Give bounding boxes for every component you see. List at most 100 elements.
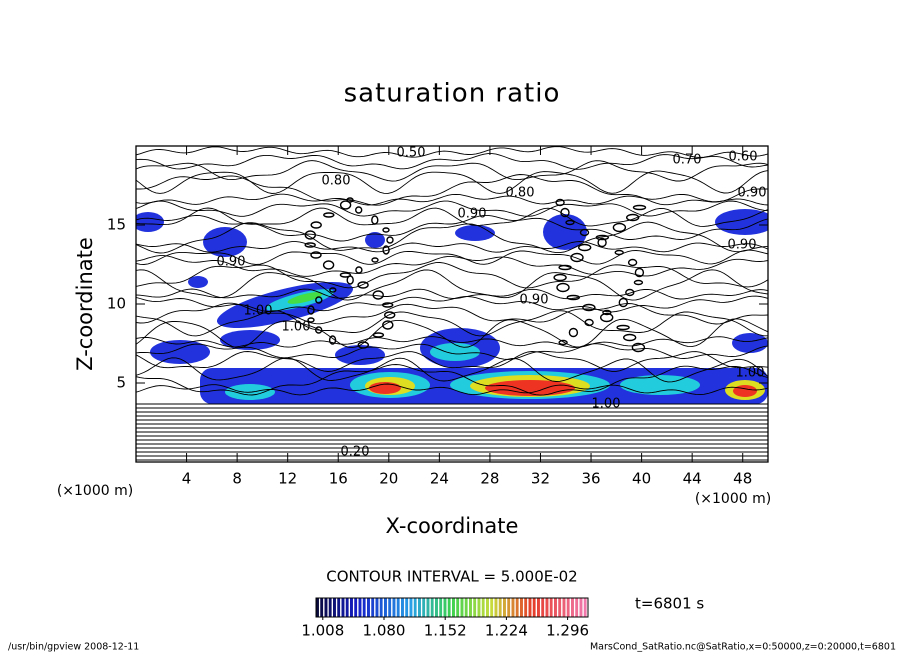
- contour-line: [136, 193, 768, 206]
- contour-cell: [339, 272, 352, 278]
- x-tick-label: 4: [182, 470, 192, 488]
- colorbar-gap: [433, 598, 435, 617]
- contour-cell: [384, 311, 396, 319]
- contour-line: [136, 262, 768, 289]
- colorbar-gap: [335, 598, 338, 617]
- colorbar-band: [435, 598, 438, 617]
- colorbar-band: [562, 598, 566, 617]
- colorbar-band: [452, 598, 455, 617]
- colorbar-gap: [408, 598, 410, 617]
- colorbar-band: [571, 598, 574, 617]
- contour-cell: [304, 242, 316, 248]
- contour-cell: [632, 204, 647, 211]
- colorbar-gap: [531, 598, 533, 617]
- contour-line: [136, 255, 768, 277]
- contour-line: [136, 249, 768, 265]
- time-label: t=6801 s: [635, 595, 704, 613]
- colorbar-gap: [331, 598, 333, 617]
- colorbar-tick-label: 1.296: [546, 622, 589, 640]
- colorbar-gap: [573, 598, 576, 617]
- colorbar-gap: [505, 598, 508, 617]
- colorbar-band: [460, 598, 464, 617]
- colorbar-gap: [450, 598, 452, 617]
- contour-labels: 0.50 0.70 0.60 0.80 0.80 0.90 0.90 0.90 0.90 0.90…: [217, 146, 767, 460]
- colorbar-gap: [403, 598, 406, 617]
- colorbar-tick-label: 1.008: [301, 622, 344, 640]
- colorbar-gap: [323, 598, 325, 617]
- colorbar-gap: [488, 598, 491, 617]
- x-tick-label: 44: [683, 470, 702, 488]
- contour-cell: [565, 219, 575, 226]
- colorbar-gap: [497, 598, 499, 617]
- contour-label: 0.90: [520, 293, 549, 308]
- colorbar-band: [498, 598, 502, 617]
- colorbar-band: [328, 598, 332, 617]
- contour-label: 1.00: [736, 366, 765, 381]
- colorbar-band: [503, 598, 506, 617]
- colorbar-gap: [454, 598, 457, 617]
- colorbar-band: [558, 598, 562, 617]
- colorbar-band: [541, 598, 545, 617]
- contour-cell: [355, 266, 363, 274]
- colorbar-gap: [420, 598, 423, 617]
- contour-label: 1.00: [282, 320, 311, 335]
- colorbar-band: [354, 598, 358, 617]
- x-tick-label: 40: [632, 470, 651, 488]
- colorbar-gap: [412, 598, 414, 617]
- colorbar-band: [537, 598, 540, 617]
- contour-cell: [600, 312, 614, 323]
- colorbar-band: [545, 598, 549, 617]
- contour-line: [136, 214, 768, 242]
- colorbar-band: [324, 598, 328, 617]
- colorbar-gap: [327, 598, 329, 617]
- colorbar-gap: [378, 598, 380, 617]
- colorbar-gap: [352, 598, 355, 617]
- colorbar-band: [583, 598, 587, 617]
- contour-cell: [623, 333, 637, 342]
- y-tick-label: 5: [116, 374, 126, 392]
- contour-cell: [382, 320, 394, 330]
- contour-line: [136, 174, 768, 206]
- contour-cell: [595, 234, 609, 241]
- contour-line: [136, 221, 768, 254]
- colorbar-band: [447, 598, 451, 617]
- colorbar-gap: [582, 598, 584, 617]
- contour-cell: [315, 326, 323, 334]
- y-axis-title: Z-coordinate: [73, 237, 97, 371]
- colorbar-band: [379, 598, 383, 617]
- colorbar-gap: [463, 598, 465, 617]
- colorbar-band: [337, 598, 341, 617]
- colorbar-band: [575, 598, 579, 617]
- colorbar-band: [520, 598, 523, 617]
- contour-label: 0.50: [397, 146, 426, 161]
- contour-line: [136, 364, 768, 396]
- contour-cell: [568, 327, 579, 338]
- contour-cell: [322, 260, 335, 270]
- colorbar-gap: [348, 598, 350, 617]
- contour-cell: [616, 324, 630, 331]
- colorbar-band: [375, 598, 379, 617]
- contour-label: 0.80: [322, 174, 351, 189]
- colorbar-band: [320, 598, 324, 617]
- contour-line: [136, 302, 768, 325]
- contour-label: 0.80: [506, 186, 535, 201]
- contour-cell: [560, 207, 570, 218]
- colorbar-band: [507, 598, 511, 617]
- colorbar-band: [422, 598, 426, 617]
- colorbar-gap: [527, 598, 529, 617]
- contour-cell: [371, 215, 379, 225]
- y-unit: (×1000 m): [57, 483, 133, 499]
- x-tick-label: 36: [581, 470, 600, 488]
- colorbar-gap: [374, 598, 376, 617]
- colorbar-gap: [514, 598, 516, 617]
- contour-cell: [382, 245, 390, 255]
- x-tick-label: 8: [232, 470, 242, 488]
- contour-cell: [627, 258, 638, 267]
- contour-cell: [386, 236, 394, 244]
- colorbar-band: [490, 598, 494, 617]
- contour-cell: [558, 339, 568, 346]
- contour-cell: [582, 303, 596, 312]
- colorbar-band: [566, 598, 570, 617]
- colorbar-band: [418, 598, 421, 617]
- contour-line: [136, 295, 768, 313]
